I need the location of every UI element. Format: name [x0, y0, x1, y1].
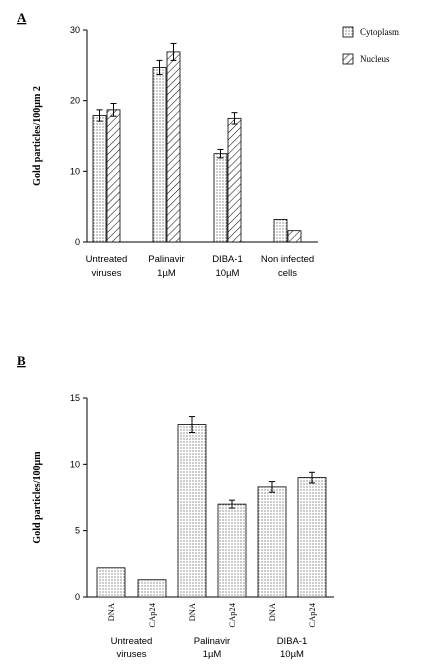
category-label-2-line-1: 10µM: [216, 268, 240, 279]
y-axis-label: Gold particles/100µm: [32, 451, 43, 544]
legend-label-cytoplasm: Cytoplasm: [360, 27, 399, 37]
legend-swatch-cytoplasm: [342, 26, 354, 38]
group-label-2-line-1: 10µM: [280, 649, 304, 660]
bar-cytoplasm-0: [92, 115, 107, 243]
bar-label-0: DNA: [106, 602, 116, 621]
group-label-2-line-0: DIBA-1: [277, 636, 308, 647]
bar-dna-0: [96, 567, 126, 598]
y-tick-label-0: 0: [75, 592, 80, 602]
bar-label-3: CAp24: [227, 602, 237, 627]
category-label-1-line-1: 1µM: [157, 268, 176, 279]
bar-nucleus-1: [166, 51, 181, 243]
y-tick-label-2: 20: [70, 96, 80, 106]
y-tick-label-1: 5: [75, 526, 80, 536]
bar-cap24-1: [137, 579, 167, 598]
category-label-0-line-0: Untreated: [86, 254, 128, 265]
y-axis-label: Gold particles/100µm 2: [32, 86, 43, 186]
bar-cap24-3: [217, 503, 247, 598]
group-label-0-line-1: viruses: [116, 649, 146, 660]
bar-cytoplasm-2: [213, 153, 228, 243]
category-label-3-line-0: Non infected: [261, 254, 314, 265]
category-label-2-line-0: DIBA-1: [212, 254, 243, 265]
y-tick-label-3: 30: [70, 25, 80, 35]
bar-nucleus-2: [227, 117, 242, 243]
panel-a-label: A: [17, 10, 27, 25]
bar-label-2: DNA: [187, 602, 197, 621]
chart-b: 0 5 10 15 Gold particles/100µm DNA CAp24 DNA CAp…: [32, 393, 334, 660]
y-tick-label-0: 0: [75, 237, 80, 247]
group-label-1-line-1: 1µM: [203, 649, 222, 660]
y-tick-label-3: 15: [70, 393, 80, 403]
bar-label-1: CAp24: [147, 602, 157, 627]
bar-cytoplasm-1: [152, 67, 167, 243]
bar-label-5: CAp24: [307, 602, 317, 627]
bar-dna-2: [177, 424, 207, 598]
category-label-0-line-1: viruses: [91, 268, 121, 279]
category-label-3-line-1: cells: [278, 268, 297, 279]
bar-label-4: DNA: [267, 602, 277, 621]
bar-dna-4: [257, 486, 287, 598]
y-tick-label-2: 10: [70, 459, 80, 469]
group-label-0-line-0: Untreated: [111, 636, 153, 647]
chart-a: 0 10 20 30 Gold particles/100µm 2 Untreated vi…: [32, 25, 399, 279]
category-label-1-line-0: Palinavir: [148, 254, 184, 265]
legend-swatch-nucleus: [342, 53, 354, 65]
bar-nucleus-0: [106, 109, 121, 243]
bar-nucleus-3: [287, 230, 302, 243]
group-label-1-line-0: Palinavir: [194, 636, 230, 647]
panel-b-label: B: [17, 353, 26, 368]
y-tick-label-1: 10: [70, 166, 80, 176]
legend-label-nucleus: Nucleus: [360, 54, 390, 64]
bar-cytoplasm-3: [273, 218, 288, 243]
bar-cap24-5: [297, 477, 327, 598]
